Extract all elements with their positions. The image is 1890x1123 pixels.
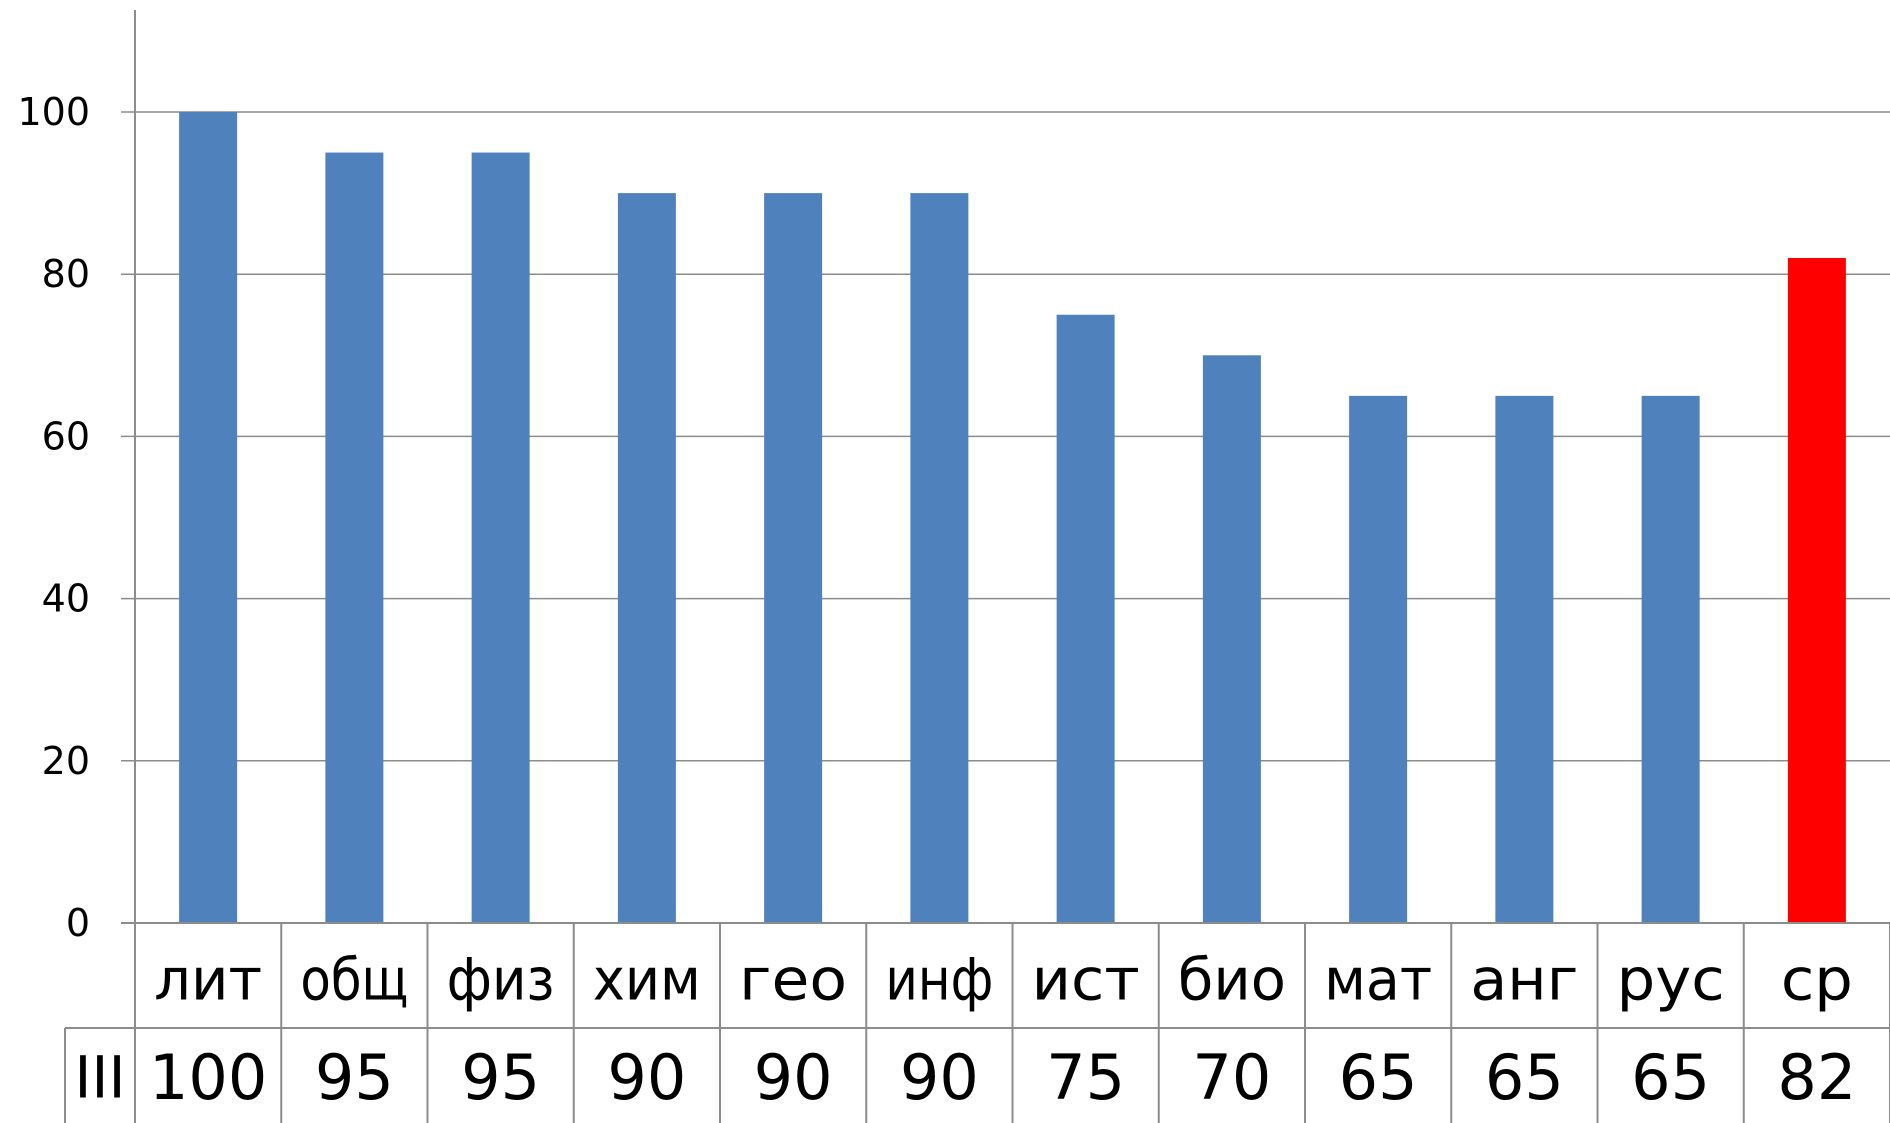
value-label: 65 (1339, 1041, 1418, 1114)
category-label: лит (154, 946, 262, 1014)
category-label: рус (1617, 946, 1725, 1014)
y-tick-label: 60 (42, 414, 90, 458)
value-label: 75 (1046, 1041, 1125, 1114)
value-label: 90 (754, 1041, 833, 1114)
y-tick-label: 40 (42, 577, 90, 621)
category-label: гео (739, 946, 847, 1014)
y-tick-label: 20 (42, 739, 90, 783)
y-tick-labels: 0 20 40 60 80 100 (17, 90, 90, 945)
value-label: 82 (1777, 1041, 1856, 1114)
value-label: 100 (149, 1041, 267, 1114)
bar-2 (325, 152, 384, 924)
y-tick-label: 80 (42, 252, 90, 296)
bar-3 (471, 152, 530, 924)
bar-8 (1202, 355, 1261, 923)
category-label: ист (1032, 946, 1140, 1014)
category-label: анг (1470, 946, 1578, 1014)
data-table: лит общ физ хим гео инф ист био мат анг рус ср III 10… (64, 923, 1890, 1123)
category-label: мат (1324, 946, 1432, 1014)
bars (179, 112, 1846, 924)
bar-5 (764, 193, 823, 924)
value-label: 90 (607, 1041, 686, 1114)
value-label: 65 (1631, 1041, 1710, 1114)
category-label: био (1178, 946, 1286, 1014)
value-label: 90 (900, 1041, 979, 1114)
value-label: 95 (315, 1041, 394, 1114)
bar-10 (1495, 395, 1554, 924)
category-label: общ (300, 946, 408, 1014)
axes (121, 10, 1890, 1123)
y-tick-label: 100 (17, 90, 90, 134)
bar-11 (1641, 395, 1700, 924)
bar-1 (179, 112, 238, 923)
value-label: 70 (1192, 1041, 1271, 1114)
bar-7 (1056, 314, 1115, 923)
bar-4 (617, 193, 676, 924)
value-label: 95 (461, 1041, 540, 1114)
series-name-label: III (74, 1044, 125, 1112)
bar-9 (1349, 395, 1408, 924)
category-label: физ (447, 946, 555, 1014)
gridlines (121, 111, 1890, 924)
category-label: ср (1781, 946, 1853, 1014)
value-label: 65 (1485, 1041, 1564, 1114)
y-tick-label: 0 (66, 901, 90, 945)
category-label: инф (885, 946, 993, 1014)
bar-6 (910, 193, 969, 924)
category-label: хим (593, 946, 701, 1014)
bar-12 (1787, 257, 1846, 924)
